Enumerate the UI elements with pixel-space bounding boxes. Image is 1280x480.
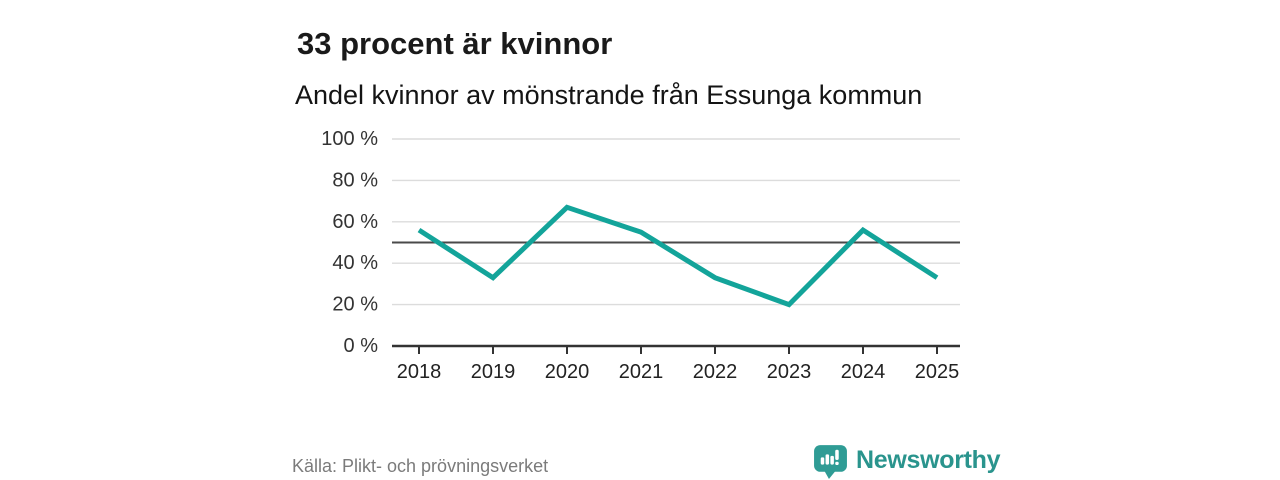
data-line-series [417, 204, 939, 308]
x-axis-tick-label: 2023 [767, 361, 812, 383]
y-axis-tick-label: 100 % [321, 128, 378, 150]
x-axis-tick-label: 2019 [471, 361, 516, 383]
y-axis-tick-label: 20 % [332, 294, 378, 316]
x-axis-tick-label: 2018 [397, 361, 442, 383]
x-axis-tick-label: 2021 [619, 361, 664, 383]
y-axis-tick-label: 40 % [332, 252, 378, 274]
x-axis-tick-label: 2020 [545, 361, 590, 383]
chart-subtitle: Andel kvinnor av mönstrande från Essunga… [295, 80, 923, 110]
line-chart: 0 % 20 % 40 % 60 % 80 % 100 % 2018 2019 2020 2021… [321, 128, 960, 383]
page-title: 33 procent är kvinnor [297, 25, 613, 61]
x-axis-tick-label: 2024 [841, 361, 886, 383]
newsworthy-logo-text: Newsworthy [856, 446, 1001, 474]
newsworthy-logo: Newsworthy [813, 442, 1001, 479]
bar-chart-bubble-icon [814, 445, 847, 479]
y-axis-tick-label: 60 % [332, 211, 378, 233]
x-axis-tick-label: 2022 [693, 361, 738, 383]
y-axis-tick-label: 0 % [344, 335, 379, 357]
source-note: Källa: Plikt- och prövningsverket [292, 456, 549, 476]
x-axis-tick-label: 2025 [915, 361, 960, 383]
y-axis-tick-label: 80 % [332, 169, 378, 191]
